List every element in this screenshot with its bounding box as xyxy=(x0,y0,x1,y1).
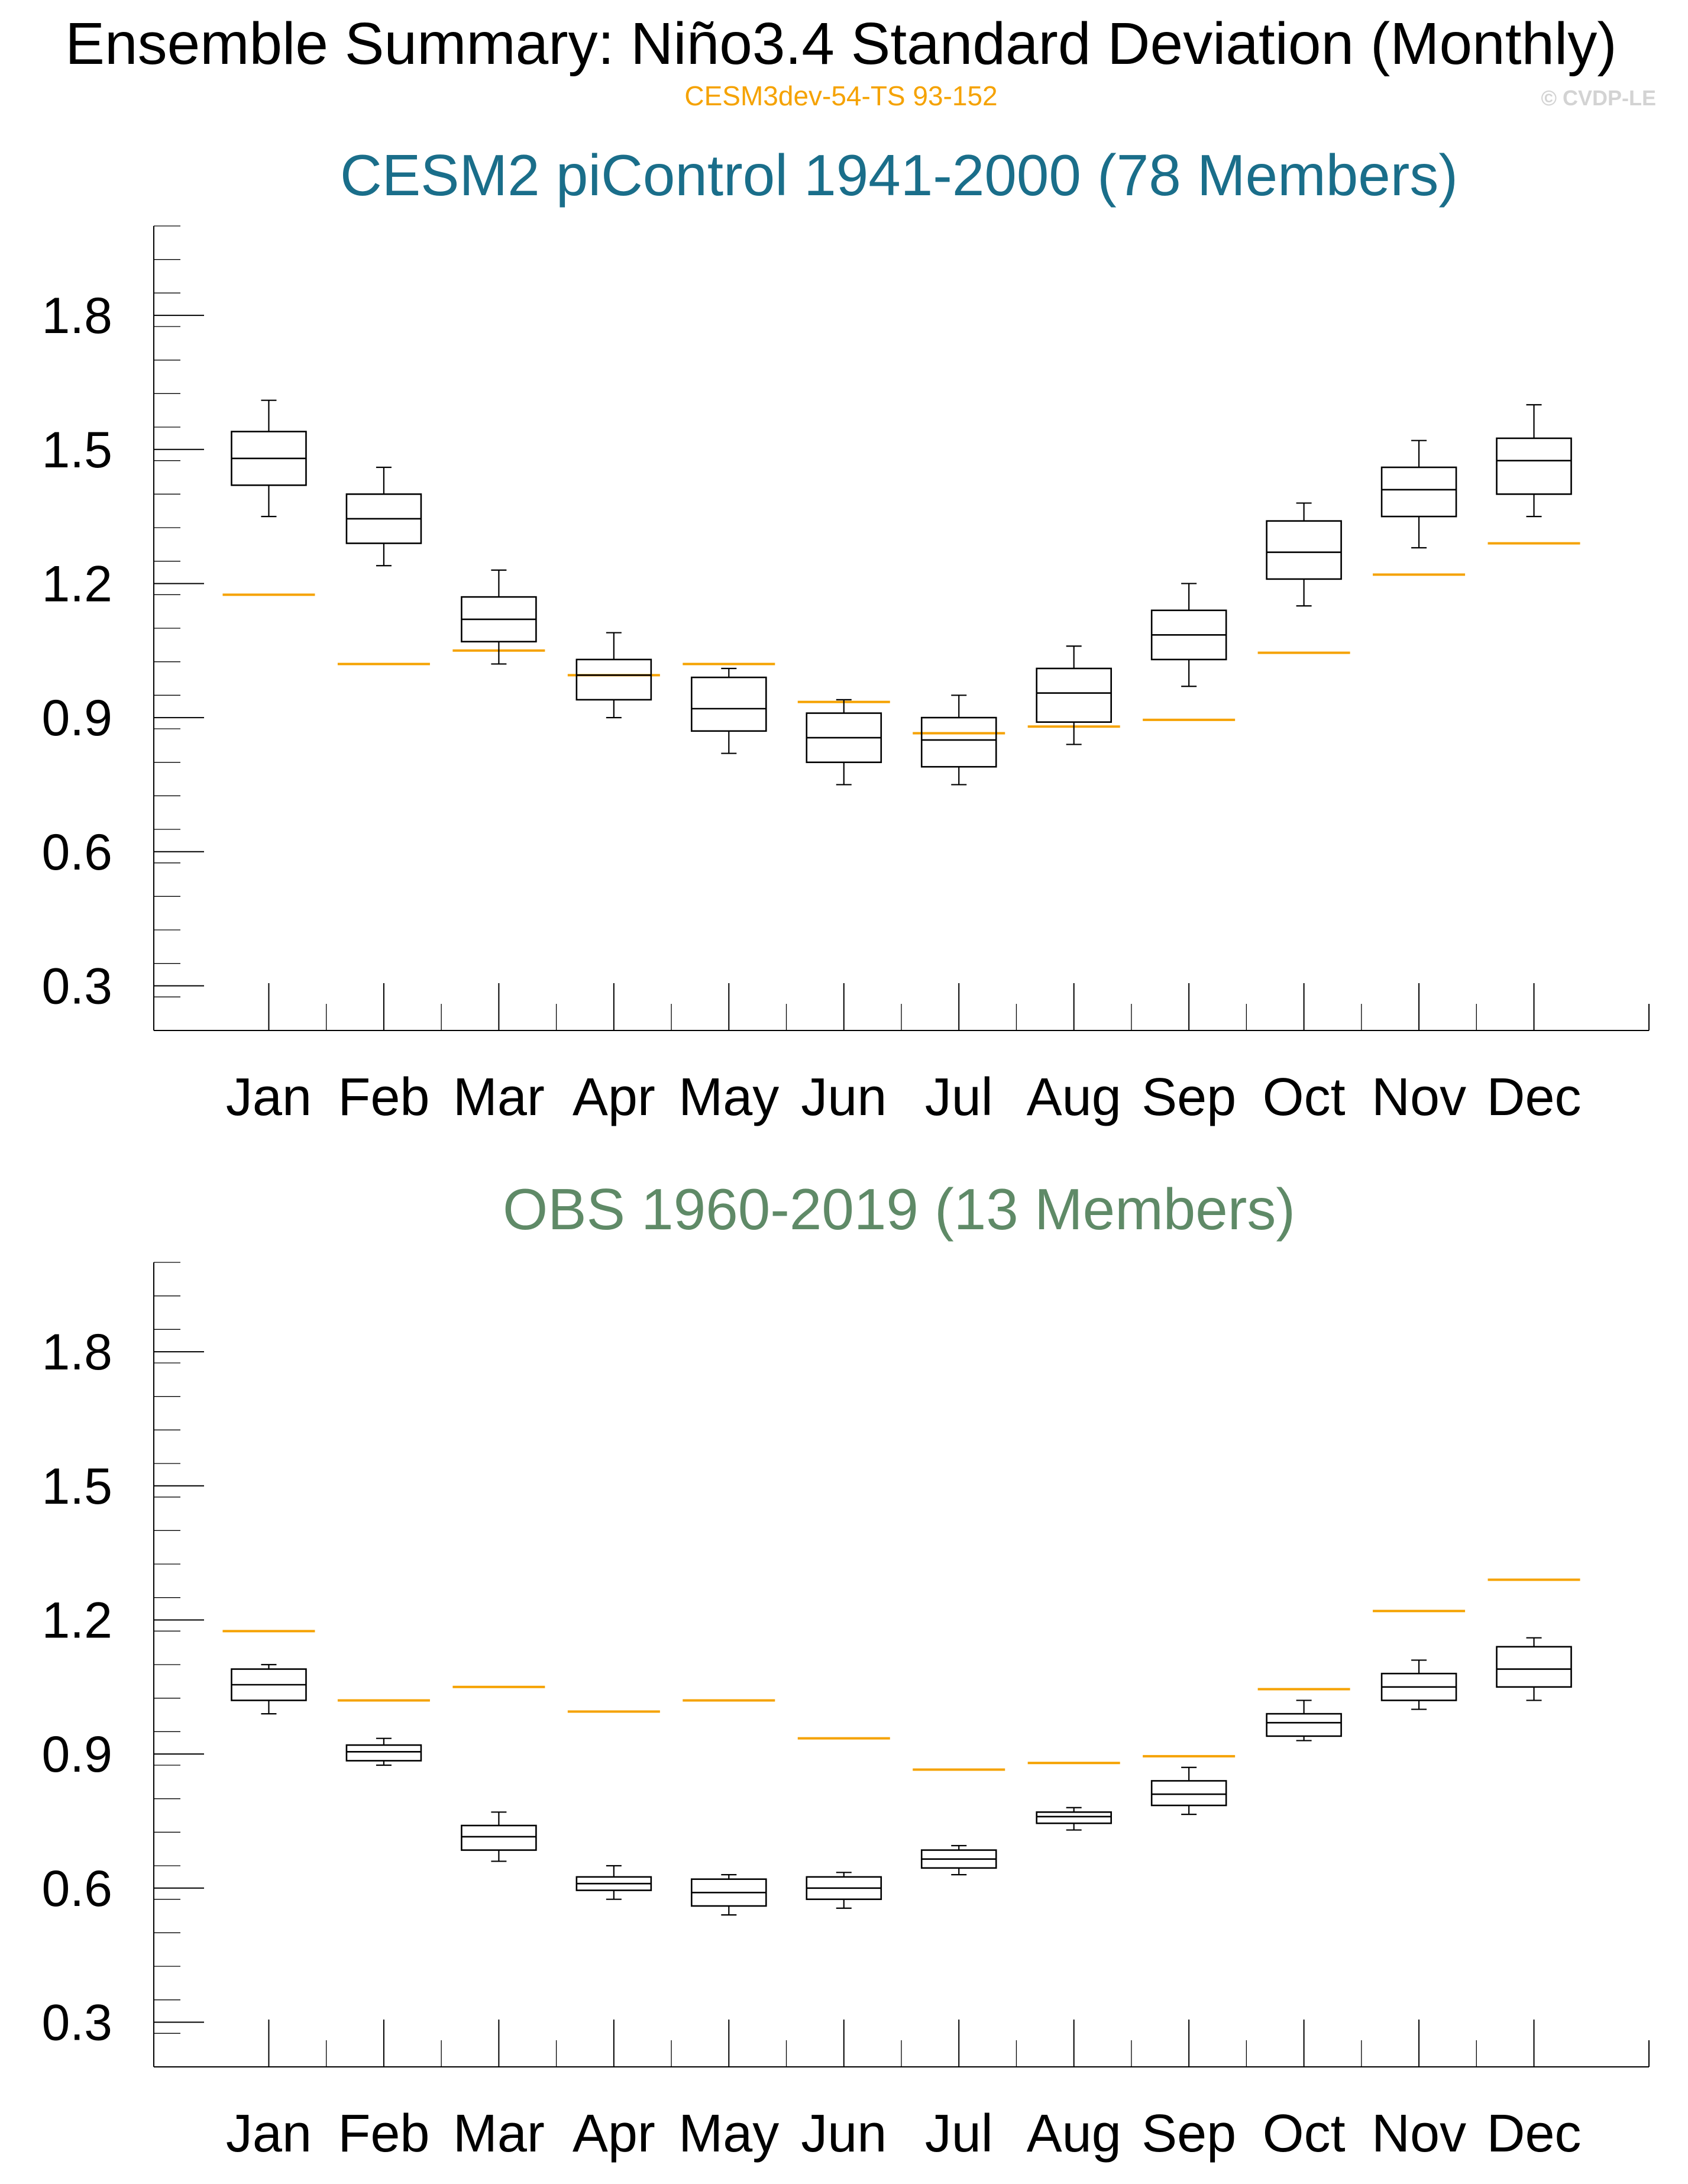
box-plot xyxy=(806,1872,882,1909)
box-plot xyxy=(806,699,882,786)
box-plot xyxy=(691,667,767,754)
box-iqr xyxy=(920,716,997,768)
x-tick-label: May xyxy=(678,2104,779,2163)
box-plot xyxy=(920,1844,997,1876)
box-plot xyxy=(691,1874,767,1916)
x-tick-label: Jul xyxy=(925,1068,993,1127)
x-tick-label: Dec xyxy=(1487,2104,1582,2163)
x-tick-label: Dec xyxy=(1487,1068,1582,1127)
x-tick-label: Apr xyxy=(573,1068,655,1127)
x-tick-label: Jun xyxy=(801,2104,887,2163)
x-tick-label: May xyxy=(678,1068,779,1127)
panel-bottom-title: OBS 1960-2019 (13 Members) xyxy=(503,1177,1295,1242)
box-iqr xyxy=(691,676,767,732)
box-plot xyxy=(1150,1766,1227,1815)
x-tick-label: Jun xyxy=(801,1068,887,1127)
y-tick-label: 1.2 xyxy=(41,555,112,612)
box-iqr xyxy=(1380,466,1457,518)
box-plot xyxy=(1380,1659,1457,1710)
figure-title: Ensemble Summary: Niño3.4 Standard Devia… xyxy=(65,11,1616,77)
panel-top: CESM2 piControl 1941-2000 (78 Members) 0… xyxy=(41,143,1650,1127)
x-tick-label: Jan xyxy=(226,1068,312,1127)
box-plot xyxy=(1266,502,1342,607)
x-tick-label: Mar xyxy=(453,1068,545,1127)
y-tick-label: 0.3 xyxy=(41,1994,112,2051)
y-tick-label: 0.6 xyxy=(41,824,112,881)
x-tick-label: Oct xyxy=(1263,2104,1346,2163)
box-plot xyxy=(1380,440,1457,549)
box-plot xyxy=(1036,1807,1112,1831)
box-iqr xyxy=(1266,520,1342,580)
box-iqr xyxy=(345,1744,422,1762)
panel-bottom: OBS 1960-2019 (13 Members) 0.3 0.6 0.9 1.2 1… xyxy=(41,1177,1650,2163)
y-tick-label: 1.2 xyxy=(41,1592,112,1649)
x-tick-label: Apr xyxy=(573,2104,655,2163)
box-plot xyxy=(575,1865,652,1900)
box-iqr xyxy=(1036,1811,1112,1824)
panel-top-title: CESM2 piControl 1941-2000 (78 Members) xyxy=(340,143,1458,208)
box-plot xyxy=(345,1737,422,1766)
box-plot xyxy=(231,399,307,518)
box-plot xyxy=(1496,404,1572,518)
x-tick-label: Sep xyxy=(1141,2104,1236,2163)
x-tick-label: Feb xyxy=(338,2104,429,2163)
box-iqr xyxy=(1496,437,1572,495)
box-iqr xyxy=(1150,1780,1227,1807)
box-iqr xyxy=(1266,1713,1342,1737)
box-iqr xyxy=(461,1824,537,1851)
x-tick-label: Mar xyxy=(453,2104,545,2163)
figure-subtitle: CESM3dev-54-TS 93-152 xyxy=(684,80,997,111)
box-plot xyxy=(1036,645,1112,745)
box-plot xyxy=(461,1811,537,1862)
x-tick-label: Oct xyxy=(1263,1068,1346,1127)
box-plot xyxy=(461,569,537,665)
copyright-label: © CVDP-LE xyxy=(1541,86,1656,110)
y-tick-label: 1.5 xyxy=(41,1458,112,1515)
y-tick-label: 0.3 xyxy=(41,958,112,1015)
box-plot xyxy=(1150,583,1227,687)
box-plot xyxy=(1266,1700,1342,1742)
y-tick-label: 0.9 xyxy=(41,1726,112,1783)
x-tick-label: Nov xyxy=(1372,1068,1466,1127)
box-plot xyxy=(231,1663,307,1715)
box-iqr xyxy=(575,658,652,701)
x-tick-label: Jul xyxy=(925,2104,993,2163)
box-iqr xyxy=(1496,1646,1572,1688)
y-tick-label: 0.9 xyxy=(41,690,112,747)
y-tick-label: 1.5 xyxy=(41,422,112,479)
y-tick-label: 1.8 xyxy=(41,287,112,344)
x-tick-label: Aug xyxy=(1027,1068,1121,1127)
x-tick-label: Sep xyxy=(1141,1068,1236,1127)
y-tick-label: 0.6 xyxy=(41,1860,112,1917)
box-iqr xyxy=(1036,667,1112,723)
box-plot xyxy=(920,694,997,786)
box-plot xyxy=(575,632,652,719)
x-tick-label: Jan xyxy=(226,2104,312,2163)
box-plot xyxy=(1496,1637,1572,1701)
x-tick-label: Nov xyxy=(1372,2104,1466,2163)
x-tick-label: Feb xyxy=(338,1068,429,1127)
y-tick-label: 1.8 xyxy=(41,1324,112,1381)
box-plot xyxy=(345,466,422,567)
x-tick-label: Aug xyxy=(1027,2104,1121,2163)
